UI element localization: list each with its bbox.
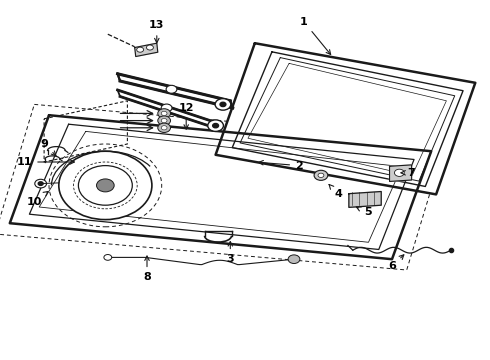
- Text: 13: 13: [149, 20, 165, 43]
- Circle shape: [147, 45, 153, 50]
- Text: 4: 4: [329, 184, 342, 199]
- Polygon shape: [390, 165, 412, 181]
- Text: 2: 2: [259, 161, 303, 171]
- Circle shape: [161, 111, 167, 116]
- Text: 1: 1: [300, 17, 331, 54]
- Text: 8: 8: [143, 256, 151, 282]
- Circle shape: [220, 102, 226, 107]
- Polygon shape: [118, 90, 218, 129]
- Circle shape: [97, 179, 114, 192]
- Circle shape: [158, 109, 171, 118]
- Polygon shape: [349, 192, 381, 207]
- Circle shape: [158, 116, 171, 125]
- Circle shape: [38, 182, 43, 185]
- Circle shape: [161, 118, 167, 123]
- Circle shape: [78, 166, 132, 205]
- Circle shape: [104, 255, 112, 260]
- Polygon shape: [216, 43, 475, 194]
- Text: 11: 11: [17, 157, 74, 167]
- Text: 5: 5: [356, 207, 371, 217]
- Circle shape: [318, 173, 324, 177]
- Circle shape: [166, 85, 177, 93]
- Text: 6: 6: [388, 255, 404, 271]
- Circle shape: [208, 120, 223, 131]
- Circle shape: [137, 47, 144, 52]
- Circle shape: [35, 179, 47, 188]
- Circle shape: [59, 151, 152, 220]
- Text: 7: 7: [401, 168, 416, 178]
- Circle shape: [215, 99, 231, 110]
- Polygon shape: [10, 115, 431, 259]
- Text: 10: 10: [26, 192, 48, 207]
- Text: 3: 3: [226, 242, 234, 264]
- Circle shape: [213, 123, 219, 128]
- Text: 9: 9: [40, 139, 56, 156]
- Polygon shape: [135, 43, 158, 57]
- Circle shape: [314, 170, 328, 180]
- Circle shape: [288, 255, 300, 264]
- Circle shape: [394, 169, 404, 176]
- Circle shape: [158, 123, 171, 132]
- Text: 12: 12: [178, 103, 194, 129]
- Circle shape: [161, 126, 167, 130]
- Polygon shape: [118, 74, 233, 108]
- Circle shape: [161, 104, 172, 112]
